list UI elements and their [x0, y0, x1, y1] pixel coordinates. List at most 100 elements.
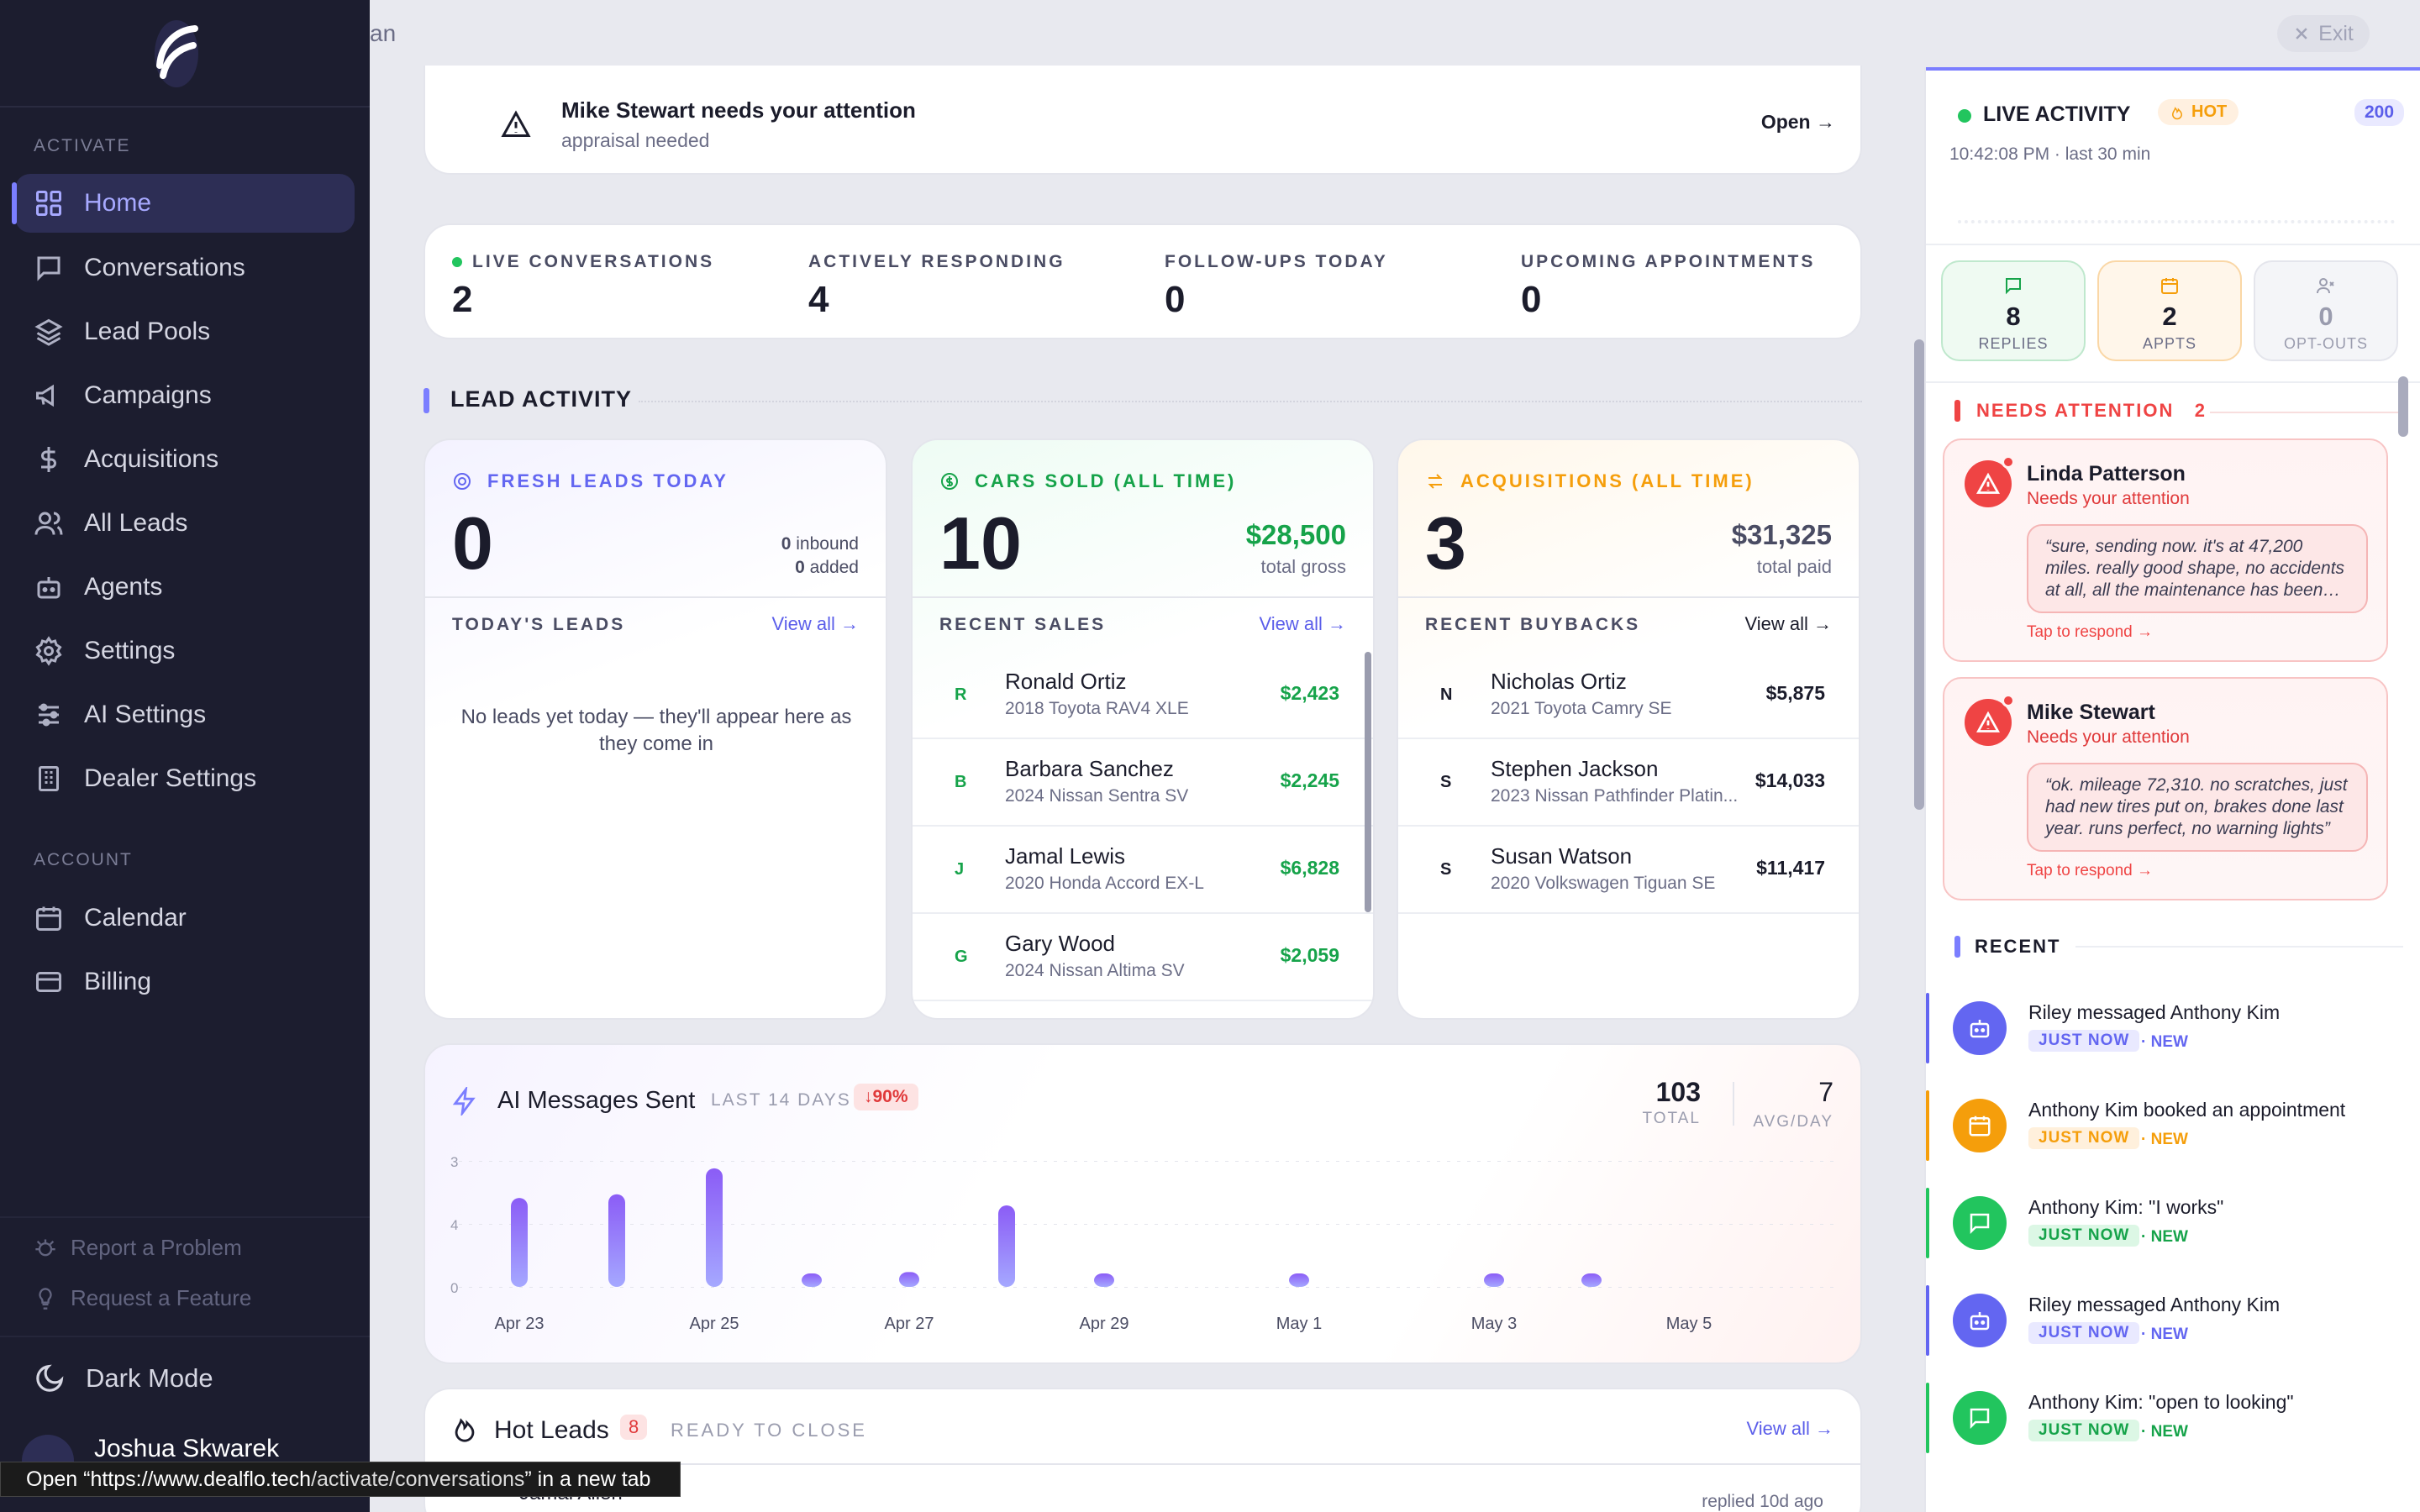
- sidebar-item-campaigns[interactable]: Campaigns: [15, 366, 355, 425]
- exit-button[interactable]: Exit: [2277, 15, 2370, 52]
- stat-value: 0: [1165, 279, 1186, 320]
- sidebar-item-agents[interactable]: Agents: [15, 558, 355, 617]
- activity-icon-badge: [1953, 1099, 2007, 1152]
- user-x-icon: [2316, 276, 2336, 296]
- attention-card[interactable]: Linda Patterson Needs your attention “su…: [1943, 438, 2388, 662]
- buyback-row[interactable]: N Nicholas Ortiz 2021 Toyota Camry SE $5…: [1398, 652, 1859, 739]
- attention-status: Needs your attention: [2027, 489, 2190, 508]
- row-initial: J: [955, 859, 965, 879]
- panel-scrollbar[interactable]: [2398, 376, 2408, 437]
- recent-activity-item[interactable]: Anthony Kim: "I works" JUST NOW · NEW: [1926, 1188, 2420, 1272]
- chart-bar[interactable]: [899, 1272, 919, 1287]
- row-amount: $6,828: [1280, 857, 1339, 879]
- stat-follow-ups-today[interactable]: FOLLOW-UPS TODAY 0: [1165, 252, 1388, 321]
- attention-card[interactable]: Mike Stewart Needs your attention “ok. m…: [1943, 677, 2388, 900]
- recent-activity-item[interactable]: Riley messaged Anthony Kim JUST NOW · NE…: [1926, 993, 2420, 1077]
- sidebar-item-label: All Leads: [84, 509, 188, 537]
- dealflo-logo[interactable]: [145, 15, 208, 91]
- inbound-count: 0: [781, 534, 792, 554]
- stat-actively-responding[interactable]: ACTIVELY RESPONDING 4: [808, 252, 1065, 321]
- attention-alert[interactable]: Mike Stewart needs your attention apprai…: [424, 66, 1862, 175]
- sidebar-item-label: Lead Pools: [84, 318, 211, 345]
- megaphone-icon: [34, 381, 64, 411]
- sale-row[interactable]: R Ronald Ortiz 2018 Toyota RAV4 XLE $2,4…: [913, 652, 1373, 739]
- tap-to-respond-link[interactable]: Tap to respond →: [2027, 862, 2153, 879]
- avg-stat: 7 AVG/DAY: [1753, 1077, 1833, 1131]
- tooltip-url-host: https://www.dealflo.tech: [90, 1467, 312, 1491]
- dollar-circle-icon: [939, 471, 960, 491]
- sale-row[interactable]: B Barbara Sanchez 2024 Nissan Sentra SV …: [913, 739, 1373, 827]
- sidebar-item-conversations[interactable]: Conversations: [15, 239, 355, 297]
- alert-open-link[interactable]: Open →: [1760, 111, 1835, 133]
- sidebar-item-dealer-settings[interactable]: Dealer Settings: [15, 749, 355, 808]
- sidebar-item-all-leads[interactable]: All Leads: [15, 494, 355, 553]
- buyback-row[interactable]: S Stephen Jackson 2023 Nissan Pathfinder…: [1398, 739, 1859, 827]
- chat-icon: [34, 253, 64, 283]
- recent-activity-item[interactable]: Anthony Kim: "open to looking" JUST NOW …: [1926, 1383, 2420, 1467]
- needs-attention-title: NEEDS ATTENTION 2: [1976, 400, 2207, 422]
- main-scrollbar[interactable]: [1914, 339, 1924, 810]
- sidebar-item-ai-settings[interactable]: AI Settings: [15, 685, 355, 744]
- recent-activity-item[interactable]: Riley messaged Anthony Kim JUST NOW · NE…: [1926, 1285, 2420, 1369]
- recent-activity-item[interactable]: Anthony Kim booked an appointment JUST N…: [1926, 1090, 2420, 1174]
- total-paid-label: total paid: [1756, 556, 1832, 577]
- buyback-row[interactable]: S Susan Watson 2020 Volkswagen Tiguan SE…: [1398, 827, 1859, 914]
- sidebar-item-acquisitions[interactable]: Acquisitions: [15, 430, 355, 489]
- chart-bar[interactable]: [1289, 1273, 1309, 1287]
- row-vehicle: 2024 Nissan Sentra SV: [1005, 786, 1189, 806]
- view-all-link[interactable]: View all →: [1259, 613, 1346, 634]
- chart-bar[interactable]: [1484, 1273, 1504, 1287]
- chart-bar[interactable]: [802, 1273, 822, 1287]
- live-activity-panel: LIVE ACTIVITY HOT 200 10:42:08 PM · last…: [1924, 67, 2420, 1512]
- warning-icon: [501, 109, 531, 139]
- chart-bar[interactable]: [1094, 1273, 1114, 1287]
- request-feature-link[interactable]: Request a Feature: [34, 1285, 251, 1311]
- sidebar-item-settings[interactable]: Settings: [15, 622, 355, 680]
- chat-icon: [1967, 1210, 1992, 1236]
- x-tick-label: Apr 23: [495, 1315, 544, 1333]
- appts-tile[interactable]: 2 APPTS: [2097, 260, 2242, 361]
- row-name: Nicholas Ortiz: [1491, 669, 1627, 694]
- report-problem-link[interactable]: Report a Problem: [34, 1235, 242, 1261]
- chart-bar[interactable]: [706, 1168, 723, 1287]
- cars-sold-count: 10: [939, 501, 1022, 585]
- activity-count-badge: 200: [2354, 99, 2405, 126]
- sidebar-item-lead-pools[interactable]: Lead Pools: [15, 302, 355, 361]
- stat-live-conversations[interactable]: LIVE CONVERSATIONS 2: [452, 252, 714, 321]
- building-icon: [34, 764, 64, 794]
- dark-mode-toggle[interactable]: Dark Mode: [34, 1362, 213, 1394]
- view-all-link[interactable]: View all →: [771, 613, 859, 634]
- list-scrollbar[interactable]: [1365, 652, 1371, 912]
- hot-leads-subtitle: READY TO CLOSE: [671, 1420, 867, 1441]
- bug-icon: [34, 1236, 57, 1260]
- card-subtitle: RECENT BUYBACKS: [1425, 615, 1641, 634]
- opt-outs-tile[interactable]: 0 OPT-OUTS: [2254, 260, 2398, 361]
- swap-icon: [1425, 471, 1445, 491]
- sidebar-item-home[interactable]: Home: [12, 174, 355, 233]
- chart-bar[interactable]: [511, 1198, 528, 1287]
- stat-label: UPCOMING APPOINTMENTS: [1521, 252, 1816, 271]
- activity-text: Anthony Kim booked an appointment: [2028, 1099, 2346, 1121]
- stat-upcoming-appointments[interactable]: UPCOMING APPOINTMENTS 0: [1521, 252, 1815, 321]
- chart-bar[interactable]: [608, 1194, 625, 1287]
- view-all-link[interactable]: View all →: [1746, 1418, 1833, 1439]
- stat-value: 0: [1521, 279, 1542, 320]
- unread-dot: [2002, 694, 2015, 707]
- time-badge: JUST NOW: [2028, 1322, 2140, 1344]
- tap-to-respond-link[interactable]: Tap to respond →: [2027, 623, 2153, 641]
- sidebar-item-calendar[interactable]: Calendar: [15, 889, 355, 948]
- view-all-link[interactable]: View all →: [1744, 613, 1832, 634]
- sale-row[interactable]: G Gary Wood 2024 Nissan Altima SV $2,059: [913, 914, 1373, 1001]
- grid-icon: [34, 188, 64, 218]
- sidebar-item-billing[interactable]: Billing: [15, 953, 355, 1011]
- new-label: · NEW: [2141, 1033, 2188, 1051]
- sale-row[interactable]: J Jamal Lewis 2020 Honda Accord EX-L $6,…: [913, 827, 1373, 914]
- chart-bar[interactable]: [1581, 1273, 1602, 1287]
- x-tick-label: May 3: [1471, 1315, 1517, 1333]
- ai-messages-card: AI Messages Sent LAST 14 DAYS ↓90% 103 T…: [424, 1043, 1862, 1364]
- replies-tile[interactable]: 8 REPLIES: [1941, 260, 2086, 361]
- activity-text: Anthony Kim: "open to looking": [2028, 1391, 2294, 1413]
- chart-bar[interactable]: [998, 1205, 1015, 1287]
- x-tick-label: May 1: [1276, 1315, 1322, 1333]
- total-gross-label: total gross: [1260, 556, 1347, 577]
